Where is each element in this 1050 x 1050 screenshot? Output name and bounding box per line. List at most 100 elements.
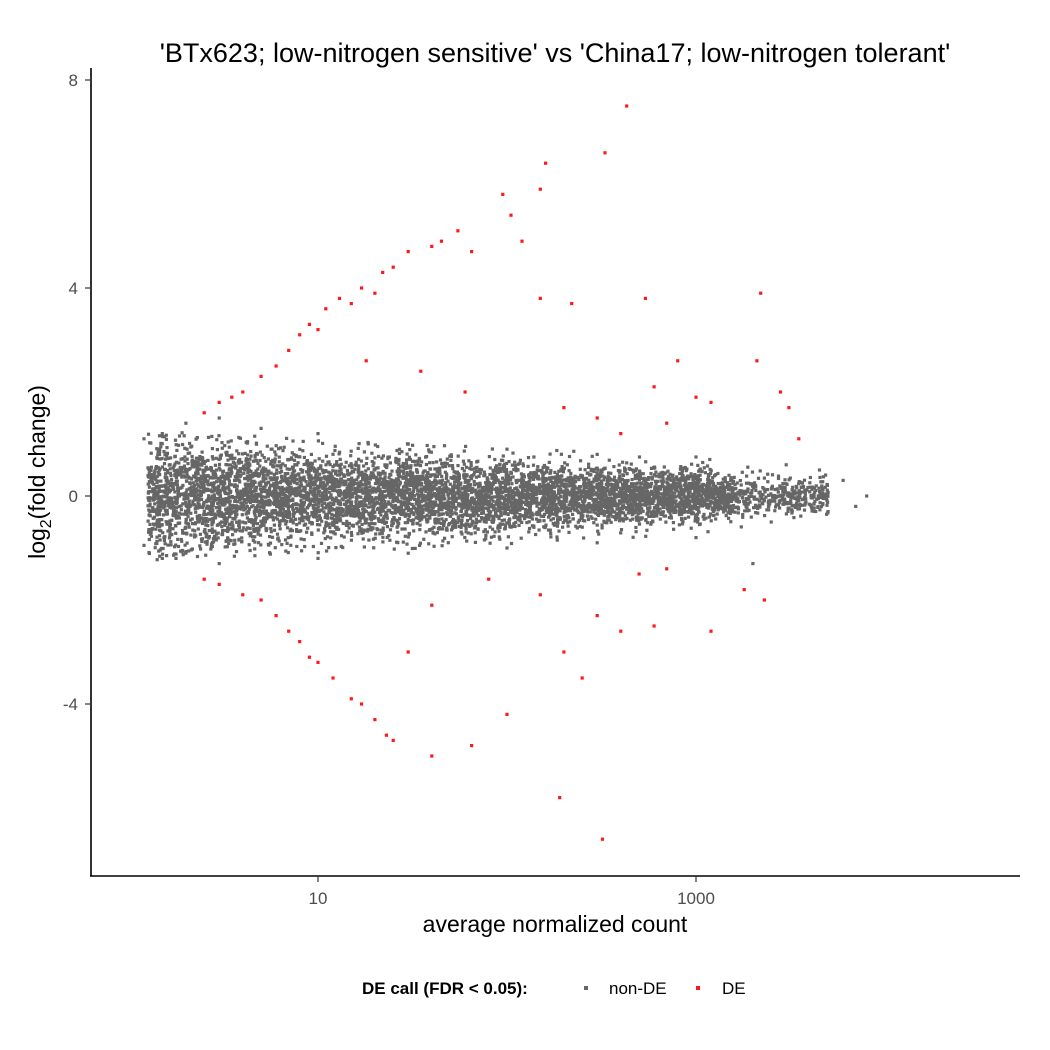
non-de-point: [340, 497, 344, 501]
non-de-point: [350, 510, 354, 514]
non-de-point: [280, 485, 284, 489]
non-de-point: [268, 476, 272, 480]
non-de-point: [465, 518, 470, 523]
non-de-point: [611, 478, 615, 482]
non-de-point: [331, 465, 335, 469]
non-de-point: [693, 519, 697, 523]
non-de-point: [469, 463, 473, 467]
non-de-point: [613, 510, 617, 514]
non-de-point: [529, 484, 533, 488]
non-de-point: [551, 517, 555, 521]
non-de-point: [473, 540, 477, 544]
non-de-point: [575, 526, 579, 530]
non-de-point: [432, 504, 436, 508]
non-de-point: [151, 506, 155, 510]
non-de-point: [156, 496, 161, 500]
non-de-point: [481, 499, 485, 503]
non-de-point: [264, 459, 268, 463]
non-de-point: [700, 494, 704, 498]
non-de-point: [592, 510, 596, 514]
non-de-point: [341, 507, 345, 511]
non-de-point: [634, 493, 639, 497]
non-de-point: [283, 464, 287, 468]
non-de-point: [504, 475, 508, 479]
non-de-point: [273, 450, 277, 454]
non-de-point: [427, 448, 431, 452]
non-de-point: [770, 494, 774, 498]
non-de-point: [488, 482, 492, 486]
non-de-point: [366, 467, 370, 471]
non-de-point: [269, 462, 273, 466]
non-de-point: [220, 524, 224, 529]
non-de-point: [263, 502, 267, 506]
non-de-point: [502, 504, 506, 508]
non-de-point: [675, 475, 679, 479]
non-de-point: [759, 497, 763, 501]
non-de-point: [262, 466, 266, 470]
non-de-point: [344, 523, 349, 527]
non-de-point: [338, 517, 342, 521]
non-de-point: [278, 446, 283, 450]
non-de-point: [258, 464, 262, 468]
non-de-point: [456, 475, 460, 479]
non-de-point: [316, 478, 320, 482]
non-de-point: [527, 483, 531, 487]
non-de-point: [638, 503, 642, 507]
non-de-point: [203, 474, 207, 478]
non-de-point: [484, 520, 488, 524]
non-de-point: [557, 499, 562, 503]
non-de-point: [596, 473, 600, 477]
non-de-point: [646, 511, 650, 515]
non-de-point: [456, 492, 460, 496]
non-de-point: [246, 476, 250, 480]
non-de-point: [314, 498, 318, 502]
non-de-point: [270, 512, 274, 516]
non-de-point: [630, 484, 634, 488]
non-de-point: [516, 478, 521, 482]
non-de-point: [147, 508, 151, 512]
non-de-point: [265, 502, 269, 506]
non-de-point: [637, 455, 642, 459]
non-de-point: [526, 456, 531, 460]
non-de-point: [577, 478, 581, 482]
non-de-point: [224, 528, 228, 533]
non-de-point: [208, 517, 212, 521]
non-de-point: [444, 483, 448, 487]
non-de-point: [155, 513, 159, 517]
non-de-point: [305, 470, 309, 474]
non-de-point: [175, 496, 180, 500]
non-de-point: [287, 467, 291, 471]
non-de-point: [174, 498, 178, 503]
non-de-point: [388, 538, 392, 542]
non-de-point: [277, 501, 282, 505]
non-de-point: [305, 530, 309, 534]
non-de-point: [416, 463, 420, 467]
non-de-point: [302, 478, 307, 482]
non-de-point: [161, 435, 165, 439]
non-de-point: [651, 497, 656, 502]
non-de-point: [519, 536, 523, 540]
non-de-point: [176, 488, 180, 492]
non-de-point: [521, 462, 525, 466]
non-de-point: [206, 458, 210, 462]
non-de-points-layer: [142, 416, 869, 566]
non-de-point: [355, 522, 359, 526]
non-de-point: [589, 496, 594, 501]
non-de-point: [272, 489, 276, 493]
non-de-point: [188, 486, 192, 490]
non-de-point: [384, 505, 388, 509]
non-de-point: [729, 520, 733, 524]
non-de-point: [189, 489, 193, 493]
non-de-point: [348, 478, 352, 482]
non-de-point: [214, 474, 218, 478]
non-de-point: [415, 499, 419, 504]
non-de-point: [214, 506, 218, 510]
non-de-point: [639, 511, 643, 515]
non-de-point: [192, 535, 197, 539]
non-de-point: [249, 531, 253, 535]
non-de-point: [170, 499, 174, 504]
non-de-point: [679, 486, 683, 490]
non-de-point: [690, 462, 694, 466]
non-de-point: [756, 476, 761, 480]
non-de-point: [660, 512, 664, 516]
